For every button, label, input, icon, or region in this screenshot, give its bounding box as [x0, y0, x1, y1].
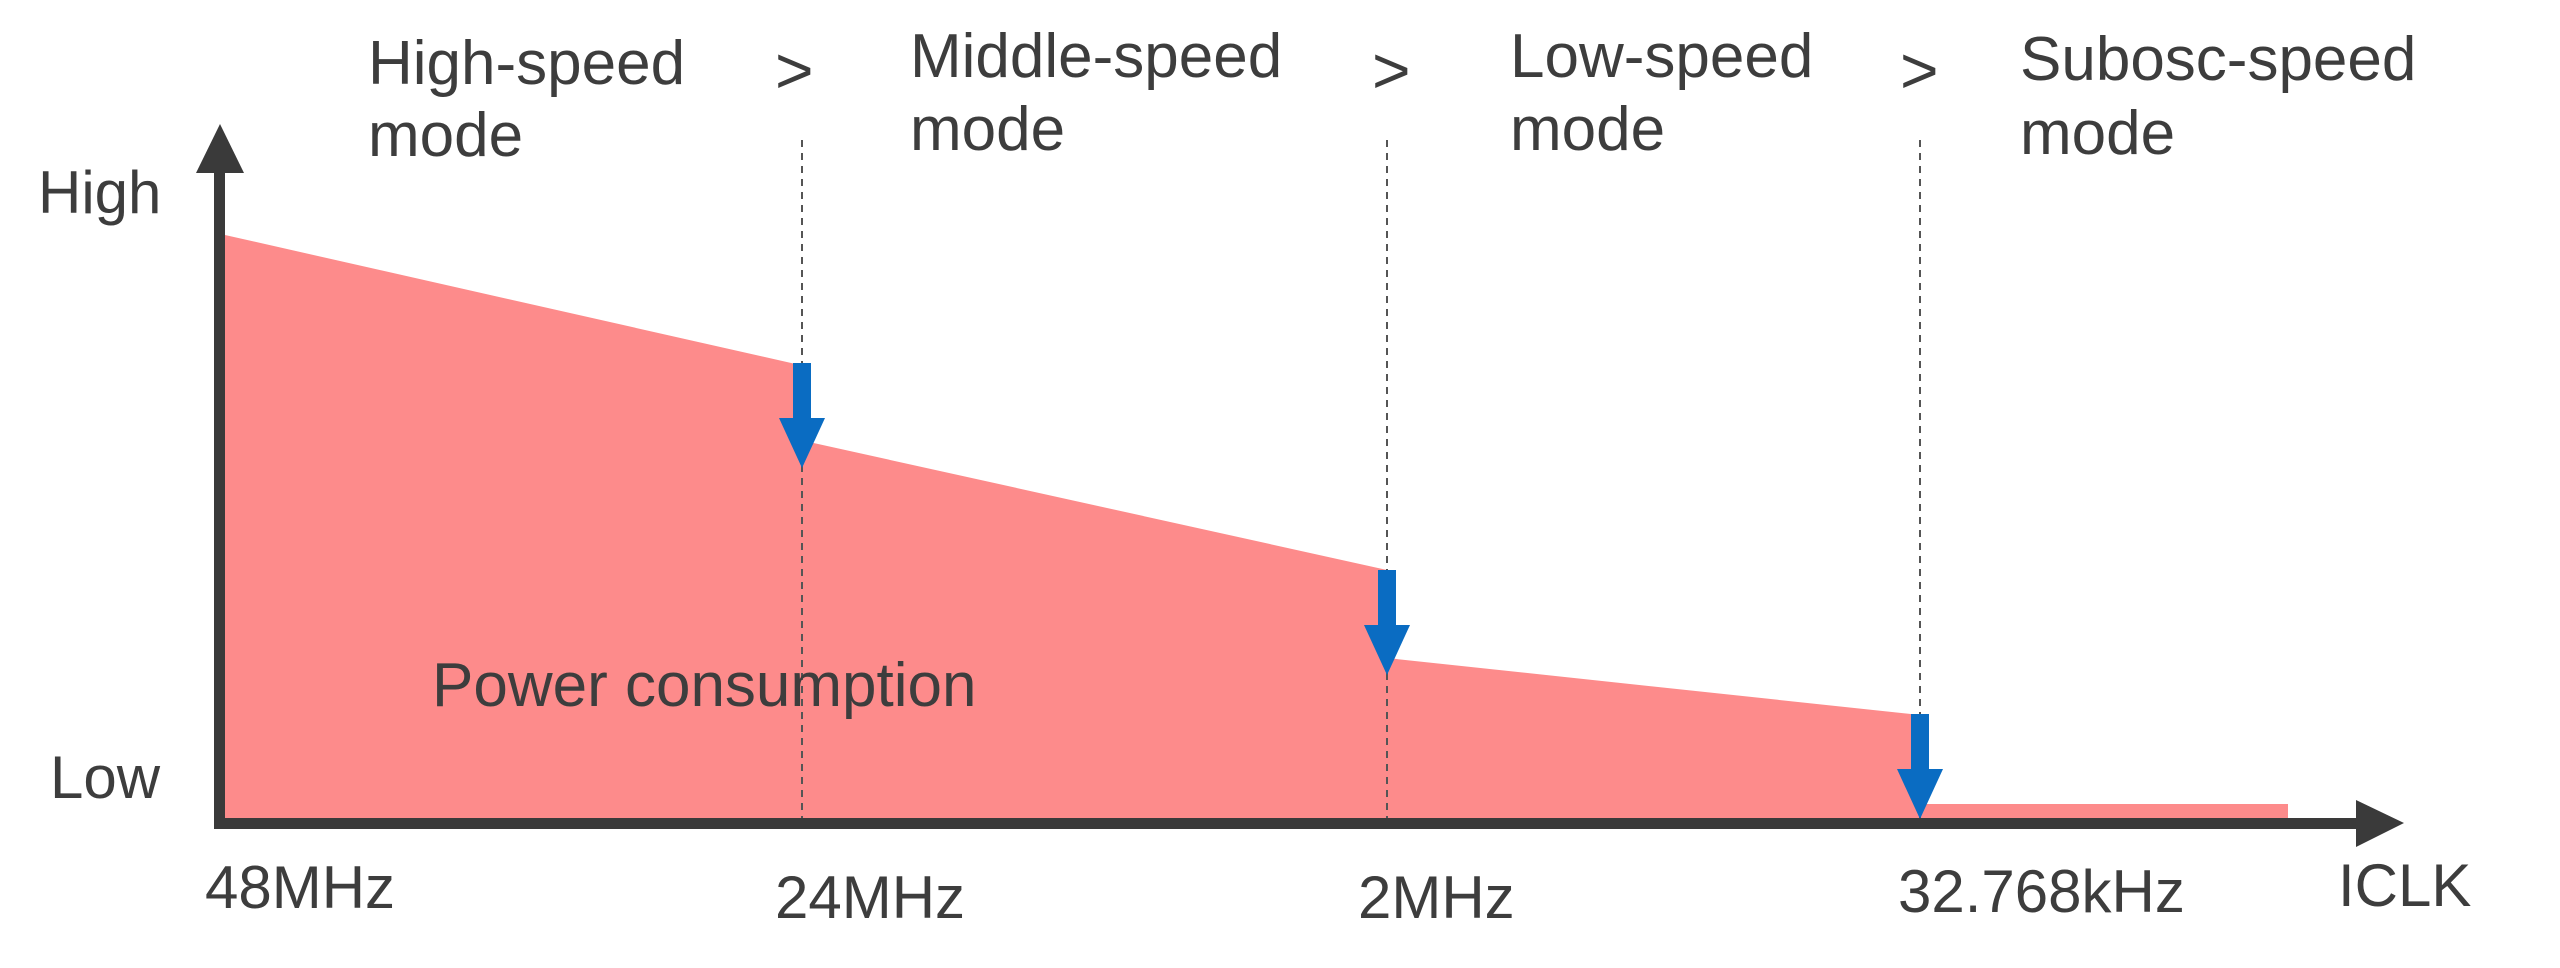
- mode-label-subosc-speed: Subosc-speed: [2020, 25, 2416, 94]
- arrow-down-icon: [1364, 570, 1410, 675]
- x-axis-label: ICLK: [2338, 852, 2471, 919]
- mode-label-middle-speed-line2: mode: [910, 95, 1065, 164]
- mode-label-subosc-speed-line2: mode: [2020, 99, 2175, 168]
- power-consumption-area: [225, 235, 2288, 822]
- mode-label-high-speed: High-speed: [368, 29, 685, 98]
- power-consumption-label: Power consumption: [432, 651, 977, 720]
- x-axis-line: [214, 818, 2364, 829]
- tick-label-32-768khz: 32.768kHz: [1898, 858, 2185, 925]
- tick-label-48mhz: 48MHz: [205, 854, 395, 921]
- arrow-right-icon: [2356, 800, 2404, 847]
- y-axis-low-label: Low: [50, 744, 161, 811]
- arrow-up-icon: [196, 124, 244, 173]
- greater-than-symbol-1: >: [775, 33, 814, 107]
- mode-label-low-speed: Low-speed: [1510, 22, 1813, 91]
- greater-than-symbol-3: >: [1900, 33, 1939, 107]
- mode-label-middle-speed: Middle-speed: [910, 22, 1282, 91]
- y-axis-line: [214, 165, 225, 827]
- mode-label-low-speed-line2: mode: [1510, 95, 1665, 164]
- mode-label-high-speed-line2: mode: [368, 101, 523, 170]
- arrow-down-icon: [779, 363, 825, 468]
- y-axis-high-label: High: [38, 159, 161, 226]
- greater-than-symbol-2: >: [1372, 33, 1411, 107]
- tick-label-2mhz: 2MHz: [1358, 864, 1515, 931]
- arrow-down-icon: [1897, 714, 1943, 819]
- tick-label-24mhz: 24MHz: [775, 864, 965, 931]
